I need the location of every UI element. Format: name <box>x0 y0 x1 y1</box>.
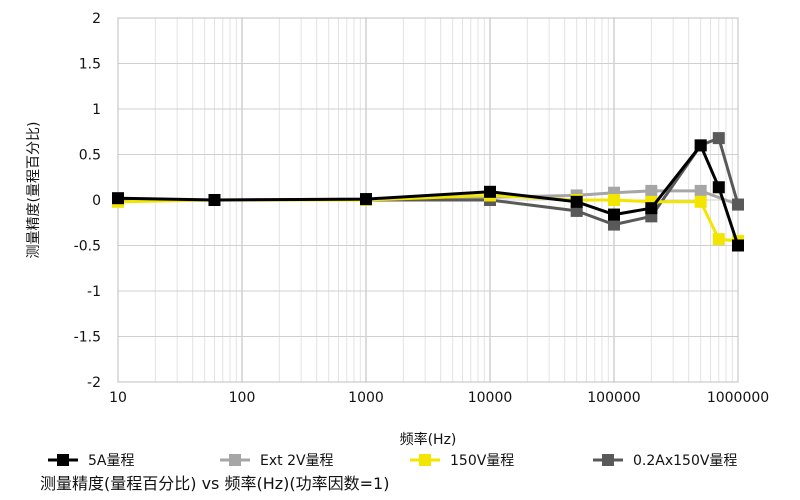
y-tick-label: 0 <box>92 193 101 209</box>
data-point <box>694 139 707 152</box>
data-point <box>208 194 221 206</box>
series <box>112 139 744 252</box>
legend: 5A量程 Ext 2V量程 150V量程 0.2Ax150V量程 <box>48 453 737 469</box>
x-tick-label: 100000 <box>587 390 640 406</box>
legend-label: 0.2Ax150V量程 <box>633 453 737 469</box>
y-tick-label: 2 <box>92 11 101 27</box>
y-tick-label: 1 <box>92 102 101 118</box>
data-point <box>732 239 744 252</box>
x-tick-label: 10000 <box>468 390 513 406</box>
legend-label: 5A量程 <box>88 453 134 469</box>
data-point <box>732 198 744 211</box>
data-point <box>694 195 707 208</box>
x-axis-ticks: 10 100 1000 10000 100000 1000000 <box>109 390 769 406</box>
legend-marker <box>229 454 241 466</box>
y-tick-label: 1.5 <box>79 57 101 73</box>
data-point <box>570 204 583 217</box>
legend-label: Ext 2V量程 <box>260 453 334 469</box>
data-point <box>570 195 583 208</box>
y-tick-label: -0.5 <box>74 239 101 255</box>
legend-label: 150V量程 <box>450 453 514 469</box>
data-point <box>645 202 658 215</box>
data-point <box>112 192 124 205</box>
data-point <box>360 193 372 206</box>
data-point <box>608 194 620 206</box>
x-tick-label: 10 <box>109 390 127 406</box>
series-group <box>112 132 744 252</box>
legend-marker <box>57 454 69 466</box>
x-tick-label: 100 <box>229 390 256 406</box>
legend-item: 0.2Ax150V量程 <box>593 453 737 469</box>
data-point <box>484 185 496 198</box>
data-point <box>712 132 725 145</box>
y-tick-label: -1.5 <box>74 330 101 346</box>
series-line <box>117 143 740 246</box>
legend-marker <box>419 454 431 466</box>
x-tick-label: 1000000 <box>707 390 769 406</box>
y-tick-label: -1 <box>87 284 101 300</box>
data-point <box>645 184 658 197</box>
y-axis-title: 测量精度(量程百分比) <box>26 122 42 259</box>
legend-item: 5A量程 <box>48 453 134 469</box>
data-point <box>608 218 620 231</box>
y-tick-label: 0.5 <box>79 148 101 164</box>
data-point <box>712 181 725 194</box>
data-point <box>694 184 707 197</box>
x-axis-title: 频率(Hz) <box>400 431 457 448</box>
legend-item: Ext 2V量程 <box>220 453 334 469</box>
legend-item: 150V量程 <box>410 453 514 469</box>
y-axis-ticks: 2 1.5 1 0.5 0 -0.5 -1 -1.5 -2 <box>74 11 101 391</box>
legend-marker <box>602 454 614 466</box>
x-tick-label: 1000 <box>348 390 384 406</box>
chart-caption: 测量精度(量程百分比) vs 频率(Hz)(功率因数=1) <box>40 474 389 493</box>
data-point <box>608 208 620 221</box>
y-tick-label: -2 <box>87 375 101 391</box>
data-point <box>712 233 725 246</box>
